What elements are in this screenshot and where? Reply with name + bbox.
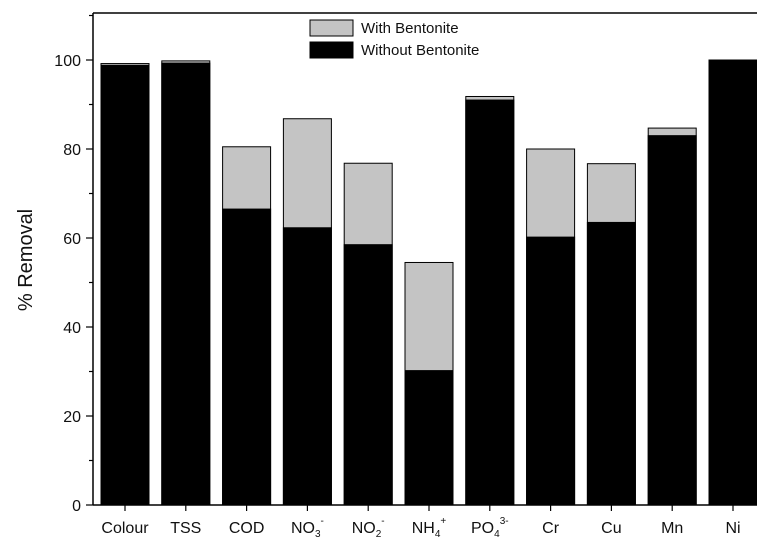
bar-without-bentonite-2 xyxy=(222,208,272,506)
x-tick-label-7: Cr xyxy=(542,520,560,537)
bars-group xyxy=(100,59,757,506)
bar-without-bentonite-1 xyxy=(161,62,211,506)
y-tick-label-100: 100 xyxy=(54,53,81,70)
x-tick-label-1: TSS xyxy=(170,520,201,537)
y-tick-label-0: 0 xyxy=(72,498,81,515)
y-ticks-group: 0 20 40 60 80 100 xyxy=(54,14,93,515)
x-tick-label-4: NO2- xyxy=(352,516,385,540)
bar-without-bentonite-9 xyxy=(647,135,697,506)
x-ticks-group: Colour TSS COD NO3- NO2- NH4+ PO43- Cr Cu Mn Ni xyxy=(101,505,741,540)
bar-without-bentonite-4 xyxy=(343,244,393,506)
x-tick-label-2: COD xyxy=(229,520,265,537)
bar-without-bentonite-8 xyxy=(586,221,636,506)
legend-label-1: Without Bentonite xyxy=(361,42,479,59)
legend-label-0: With Bentonite xyxy=(361,20,459,37)
bar-without-bentonite-10 xyxy=(708,59,757,506)
legend-swatch-1 xyxy=(309,41,354,59)
bar-without-bentonite-3 xyxy=(282,227,332,506)
bar-without-bentonite-5 xyxy=(404,370,454,506)
y-tick-label-60: 60 xyxy=(63,231,81,248)
x-tick-label-10: Ni xyxy=(725,520,740,537)
x-tick-label-3: NO3- xyxy=(291,516,324,540)
y-axis-title: % Removal xyxy=(15,209,37,311)
x-tick-label-9: Mn xyxy=(661,520,683,537)
bar-without-bentonite-0 xyxy=(100,64,150,506)
x-tick-label-8: Cu xyxy=(601,520,621,537)
legend: With Bentonite Without Bentonite xyxy=(309,19,479,59)
y-tick-label-40: 40 xyxy=(63,320,81,337)
bar-without-bentonite-7 xyxy=(526,236,576,506)
legend-swatch-0 xyxy=(309,19,354,37)
y-tick-label-80: 80 xyxy=(63,142,81,159)
axes-group xyxy=(92,12,757,506)
bar-without-bentonite-6 xyxy=(465,99,515,506)
x-tick-label-5: NH4+ xyxy=(412,516,447,540)
y-tick-label-20: 20 xyxy=(63,409,81,426)
x-tick-label-6: PO43- xyxy=(471,516,509,540)
x-tick-label-0: Colour xyxy=(101,520,149,537)
